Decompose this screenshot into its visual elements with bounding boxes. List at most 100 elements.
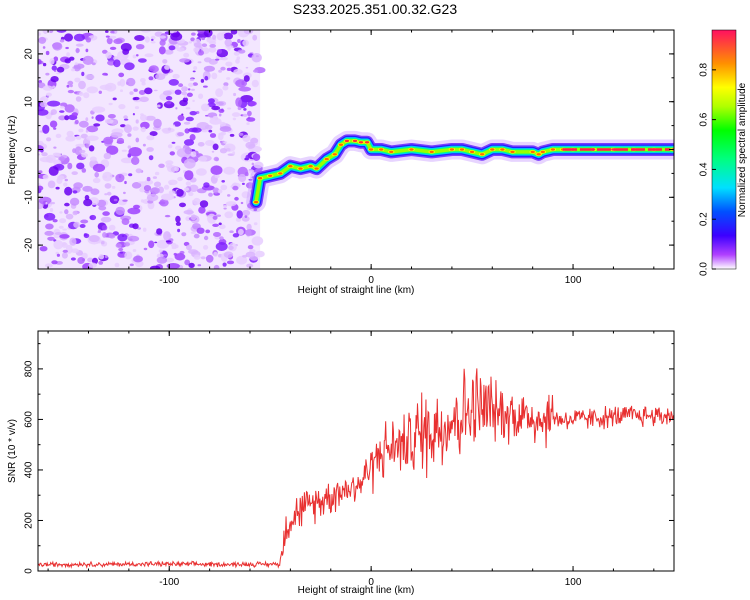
noise-blob — [127, 145, 131, 149]
noise-blob — [177, 228, 181, 233]
noise-blob — [101, 224, 108, 231]
noise-blob — [245, 66, 249, 69]
noise-blob — [73, 64, 81, 72]
noise-blob — [191, 88, 195, 91]
noise-blob — [102, 171, 113, 182]
noise-blob — [132, 249, 137, 252]
noise-blob — [189, 134, 196, 141]
noise-blob — [217, 189, 223, 194]
ridge-peak — [510, 150, 515, 154]
ridge-peak — [490, 148, 495, 151]
noise-blob — [223, 82, 229, 87]
noise-blob — [48, 30, 54, 34]
noise-blob — [212, 115, 218, 120]
noise-blob — [203, 182, 210, 188]
noise-blob — [127, 133, 132, 137]
noise-blob — [98, 229, 102, 233]
noise-blob — [146, 176, 151, 182]
noise-blob — [48, 166, 59, 176]
noise-blob — [164, 184, 170, 190]
noise-blob — [106, 191, 112, 196]
noise-blob — [140, 114, 147, 121]
noise-blob — [161, 127, 175, 133]
noise-blob — [78, 80, 86, 90]
noise-blob — [198, 206, 206, 214]
ridge-peak — [253, 200, 259, 204]
noise-blob — [70, 257, 76, 261]
ridge-peak — [344, 139, 350, 143]
noise-blob — [235, 58, 240, 64]
noise-blob — [158, 201, 166, 205]
noise-blob — [225, 201, 237, 207]
noise-blob — [201, 37, 206, 41]
noise-blob — [183, 158, 196, 169]
noise-blob — [235, 97, 242, 107]
noise-blob — [200, 256, 206, 260]
noise-blob — [212, 215, 218, 220]
noise-blob — [246, 263, 254, 268]
noise-blob — [214, 174, 220, 179]
noise-blob — [244, 215, 248, 219]
noise-blob — [105, 30, 109, 33]
noise-blob — [64, 178, 69, 182]
noise-blob — [197, 264, 202, 267]
noise-blob — [134, 35, 145, 41]
noise-blob — [59, 234, 70, 239]
noise-blob — [131, 156, 140, 165]
noise-blob — [45, 50, 50, 56]
noise-blob — [203, 30, 213, 38]
noise-blob — [144, 87, 153, 95]
noise-blob — [191, 32, 196, 36]
noise-blob — [170, 30, 175, 33]
ridge-peak — [298, 167, 303, 170]
noise-blob — [219, 126, 232, 132]
colorbar-tick-label: 0.8 — [699, 62, 710, 76]
noise-blob — [143, 185, 152, 192]
noise-blob — [242, 134, 251, 142]
noise-blob — [184, 259, 191, 266]
noise-blob — [159, 35, 167, 39]
noise-blob — [221, 180, 225, 183]
noise-blob — [193, 233, 200, 239]
noise-blob — [186, 244, 192, 251]
noise-blob — [42, 124, 50, 134]
noise-blob — [104, 193, 108, 196]
snr-line — [38, 368, 674, 569]
noise-blob — [176, 47, 185, 52]
noise-blob — [177, 176, 183, 182]
noise-blob — [73, 33, 85, 42]
noise-blob — [115, 173, 125, 183]
ridge-peak — [352, 139, 358, 143]
noise-blob — [64, 202, 70, 207]
ridge-peak — [540, 150, 545, 154]
noise-blob — [164, 257, 175, 263]
noise-blob — [42, 62, 47, 67]
ridge — [246, 130, 674, 213]
noise-blob — [76, 162, 85, 170]
noise-blob — [238, 132, 244, 136]
noise-blob — [49, 120, 58, 128]
noise-blob — [165, 160, 174, 165]
noise-blob — [142, 143, 146, 147]
noise-blob — [73, 221, 80, 228]
noise-blob — [153, 118, 162, 129]
noise-blob — [185, 216, 191, 222]
noise-blob — [252, 34, 258, 41]
ridge-peak — [389, 150, 394, 154]
noise-blob — [67, 80, 74, 86]
noise-blob — [181, 232, 187, 237]
noise-blob — [220, 184, 228, 191]
noise-blob — [71, 171, 78, 176]
snr-panel: -100 0 100 0 200 400 600 800 Height of straight… — [7, 330, 675, 596]
noise-blob — [92, 163, 106, 172]
noise-blob — [201, 103, 210, 112]
noise-blob — [243, 75, 250, 82]
noise-blob — [65, 135, 76, 142]
noise-blob — [219, 121, 226, 127]
noise-blob — [44, 230, 54, 236]
ridge-peak — [364, 141, 370, 144]
noise-blob — [77, 257, 85, 264]
noise-blob — [185, 116, 194, 122]
noise-blob — [183, 121, 191, 125]
noise-blob — [223, 32, 233, 40]
